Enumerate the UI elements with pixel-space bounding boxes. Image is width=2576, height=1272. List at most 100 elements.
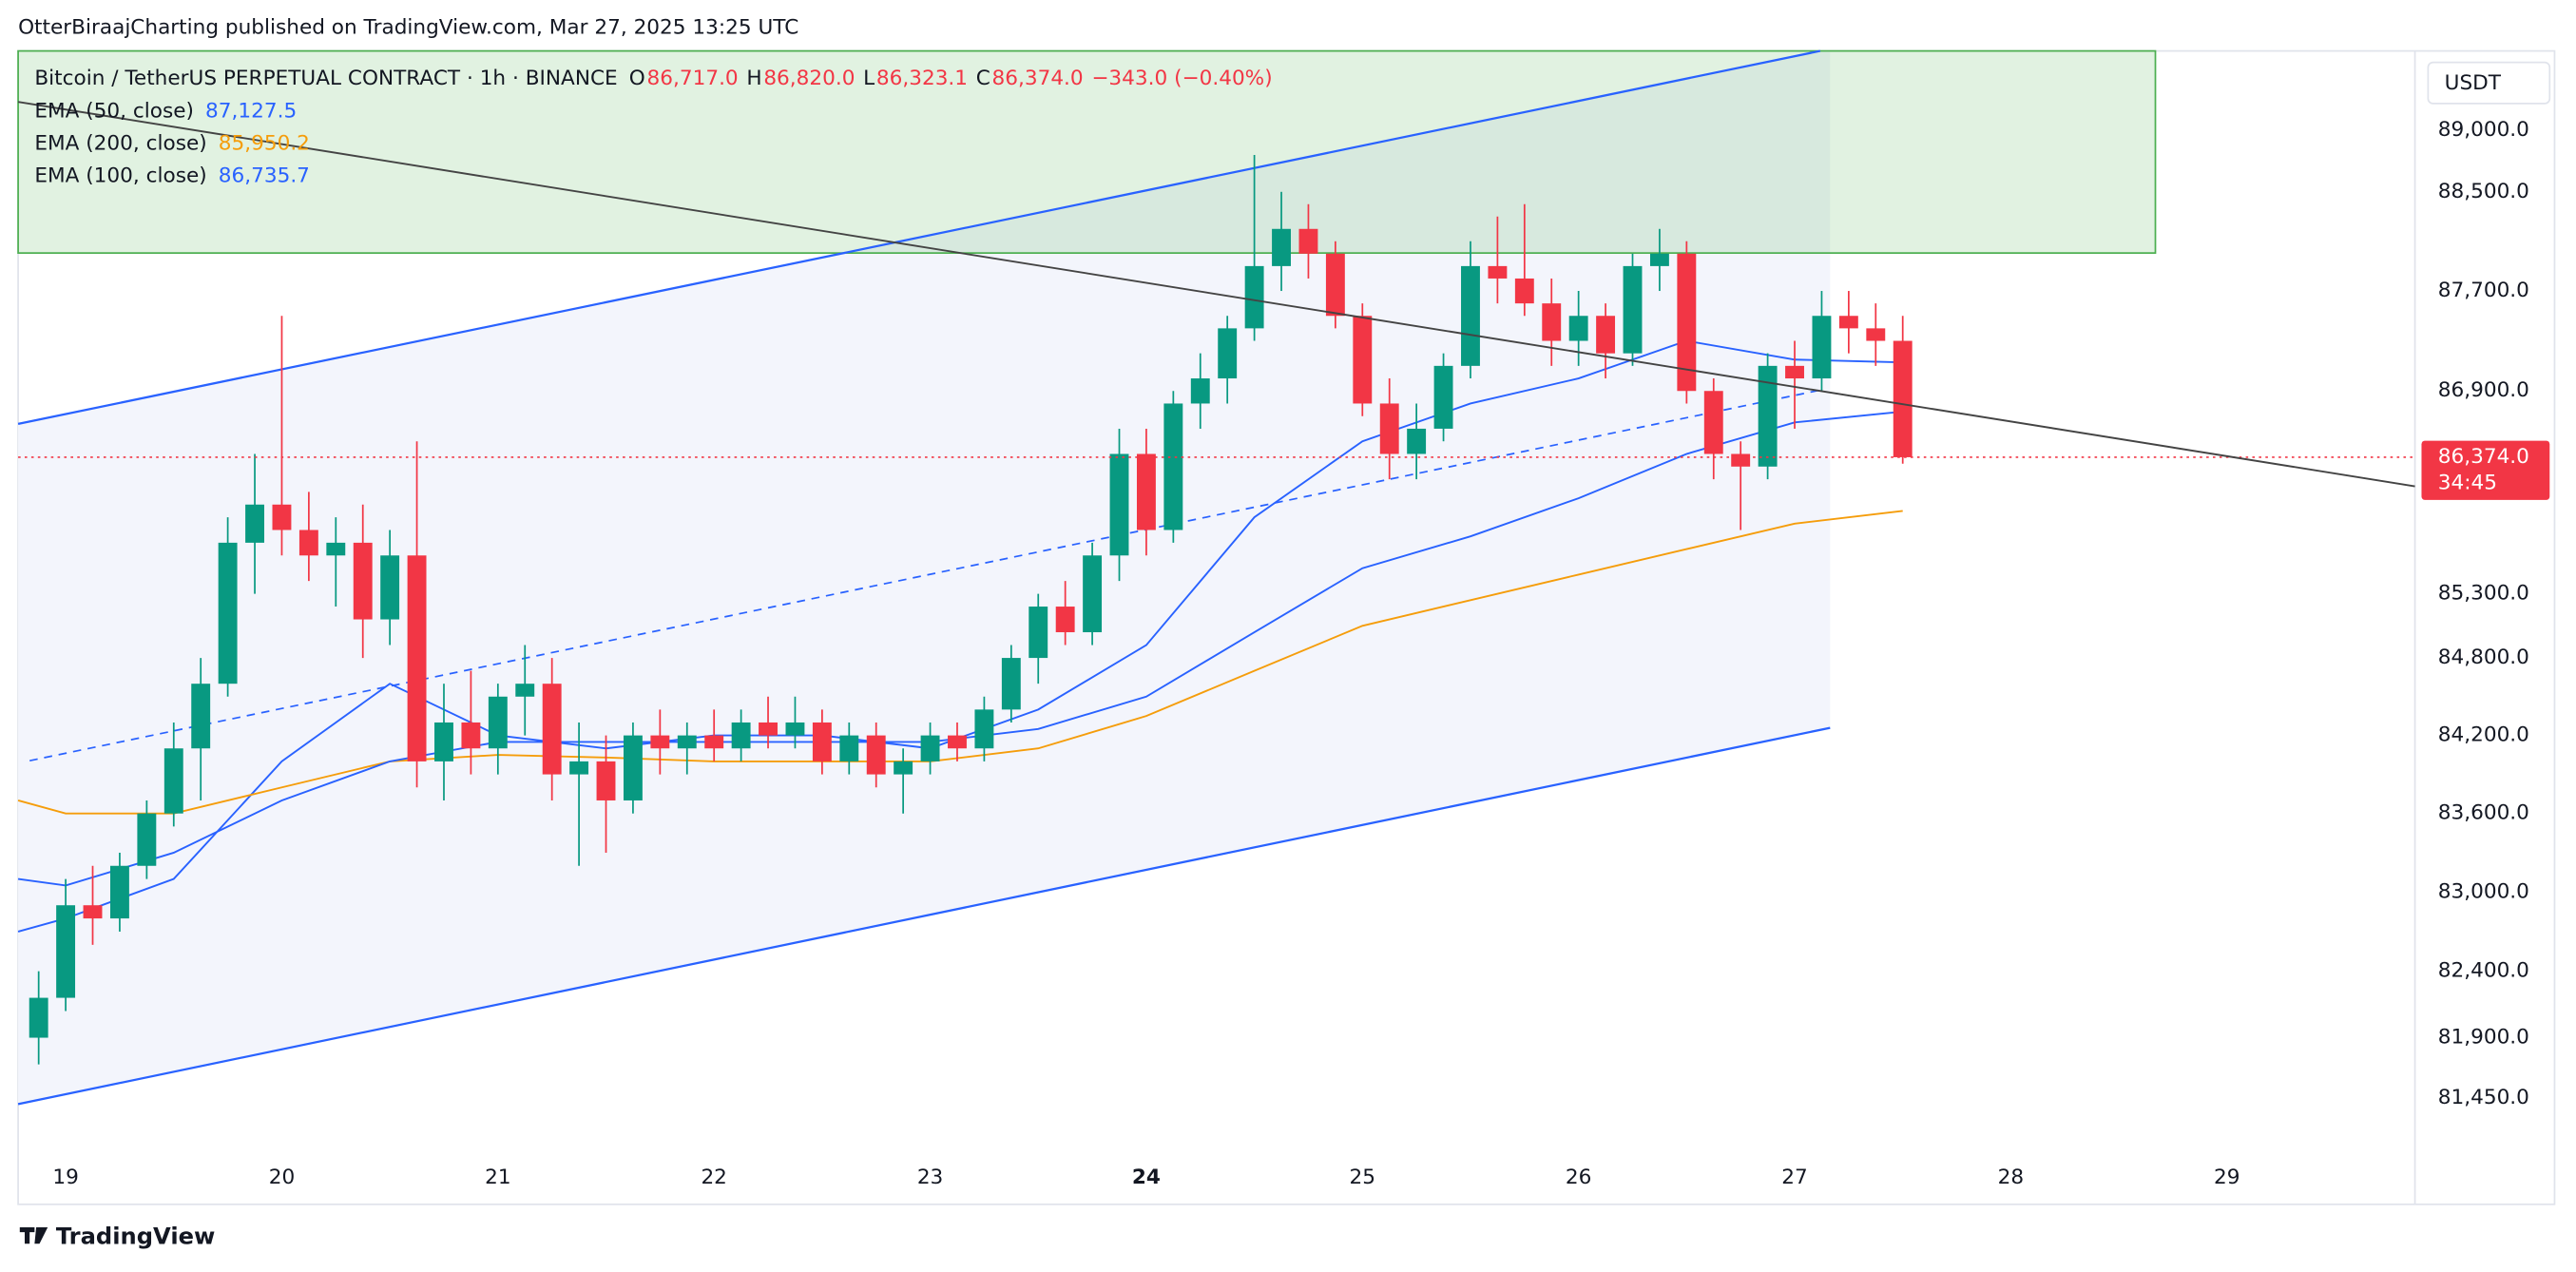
candle-body xyxy=(1866,328,1886,341)
currency: USDT xyxy=(2445,71,2502,95)
zone-box xyxy=(17,49,2157,255)
last-price-label: 86,374.0 xyxy=(2438,445,2529,469)
candle-body xyxy=(83,905,103,919)
y-tick-label: 87,700.0 xyxy=(2438,279,2529,302)
y-tick-label: 84,800.0 xyxy=(2438,646,2529,669)
y-tick-label: 81,450.0 xyxy=(2438,1086,2529,1109)
candle-body xyxy=(218,542,238,684)
ohlc-value: 86,374.0 xyxy=(992,67,1084,90)
candle-body xyxy=(1083,555,1103,633)
candle-body xyxy=(812,722,832,761)
ohlc-value: 86,820.0 xyxy=(763,67,855,90)
candle-body xyxy=(1731,453,1751,467)
candle-body xyxy=(704,735,724,749)
candle-body xyxy=(1488,265,1508,279)
indicator-value: 85,950.2 xyxy=(219,132,310,156)
candle-body xyxy=(1514,278,1534,304)
candle-body xyxy=(434,722,453,761)
candle-body xyxy=(56,905,76,998)
candle-body xyxy=(109,865,129,919)
candle-body xyxy=(839,735,859,761)
y-tick-label: 88,500.0 xyxy=(2438,180,2529,203)
x-tick-label: 26 xyxy=(1566,1166,1591,1189)
candle-body xyxy=(1163,403,1183,530)
candle-body xyxy=(1028,607,1048,659)
candle-body xyxy=(1109,453,1129,556)
candle-body xyxy=(1353,316,1373,404)
candle-body xyxy=(623,735,643,800)
candle-body xyxy=(1433,365,1453,429)
candle-body xyxy=(948,735,967,749)
y-tick-label: 86,900.0 xyxy=(2438,378,2529,402)
logo-icon xyxy=(19,1226,48,1244)
candle-body xyxy=(677,735,697,749)
indicator-name: EMA (200, close) xyxy=(34,132,206,156)
ohlc-label: C xyxy=(976,67,990,90)
indicator-value: 87,127.5 xyxy=(205,100,297,124)
candle-body xyxy=(569,761,589,775)
candle-body xyxy=(1055,607,1075,633)
candle-body xyxy=(515,684,535,697)
candle-body xyxy=(1325,253,1345,317)
publish-header: OtterBiraajCharting published on Trading… xyxy=(18,15,798,39)
candle-body xyxy=(542,684,562,775)
candle-body xyxy=(1838,316,1858,329)
x-tick-label: 22 xyxy=(701,1166,726,1189)
x-tick-label: 28 xyxy=(1998,1166,2024,1189)
candle-body xyxy=(894,761,913,775)
candle-body xyxy=(298,530,318,556)
ohlc-label: L xyxy=(863,67,875,90)
candle-body xyxy=(974,709,994,749)
candle-body xyxy=(1272,228,1291,266)
ohlc-value: 86,717.0 xyxy=(647,67,739,90)
channel-upper xyxy=(17,49,1821,425)
channel-lower xyxy=(17,726,1831,1106)
y-tick-label: 89,000.0 xyxy=(2438,118,2529,142)
candle-body xyxy=(380,555,400,620)
candle-body xyxy=(1542,303,1562,341)
candle-body xyxy=(1298,228,1318,254)
indicator-value: 86,735.7 xyxy=(219,164,310,188)
candle-body xyxy=(488,696,508,749)
candle-body xyxy=(407,555,427,761)
symbol: Bitcoin / TetherUS PERPETUAL CONTRACT · … xyxy=(34,67,617,90)
x-tick-label: 21 xyxy=(485,1166,510,1189)
candle-body xyxy=(1596,316,1616,354)
candle-body xyxy=(1379,403,1399,454)
candle-body xyxy=(1568,316,1588,341)
candle-body xyxy=(1893,340,1913,457)
candle-body xyxy=(1785,365,1804,379)
candle-body xyxy=(650,735,670,749)
candle-body xyxy=(461,722,481,749)
y-tick-label: 85,300.0 xyxy=(2438,582,2529,606)
currency-box[interactable] xyxy=(2427,61,2551,105)
candle-body xyxy=(1190,378,1210,404)
trend-line xyxy=(17,101,2415,488)
candle-body xyxy=(1001,658,1021,710)
last-price-box xyxy=(2421,440,2550,500)
candle-body xyxy=(1136,453,1156,530)
candle-body xyxy=(596,761,616,800)
x-tick-label: 25 xyxy=(1350,1166,1375,1189)
candle-body xyxy=(29,997,48,1038)
y-tick-label: 84,200.0 xyxy=(2438,723,2529,747)
channel-mid xyxy=(29,388,1824,762)
x-tick-label: 20 xyxy=(269,1166,295,1189)
candle-body xyxy=(1758,365,1778,467)
indicator-name: EMA (50, close) xyxy=(34,100,194,124)
candle-body xyxy=(245,504,264,543)
ohlc-value: 86,323.1 xyxy=(876,67,968,90)
candle-body xyxy=(1703,391,1723,454)
candle-body xyxy=(1623,265,1643,354)
candle-body xyxy=(759,722,778,736)
candle-body xyxy=(1812,316,1832,379)
candle-body xyxy=(731,722,751,749)
candle-body xyxy=(785,722,805,736)
indicator-name: EMA (100, close) xyxy=(34,164,206,188)
countdown: 34:45 xyxy=(2438,472,2497,495)
y-tick-label: 83,600.0 xyxy=(2438,801,2529,825)
plot xyxy=(17,154,2415,1065)
legend: Bitcoin / TetherUS PERPETUAL CONTRACT · … xyxy=(34,67,1272,188)
